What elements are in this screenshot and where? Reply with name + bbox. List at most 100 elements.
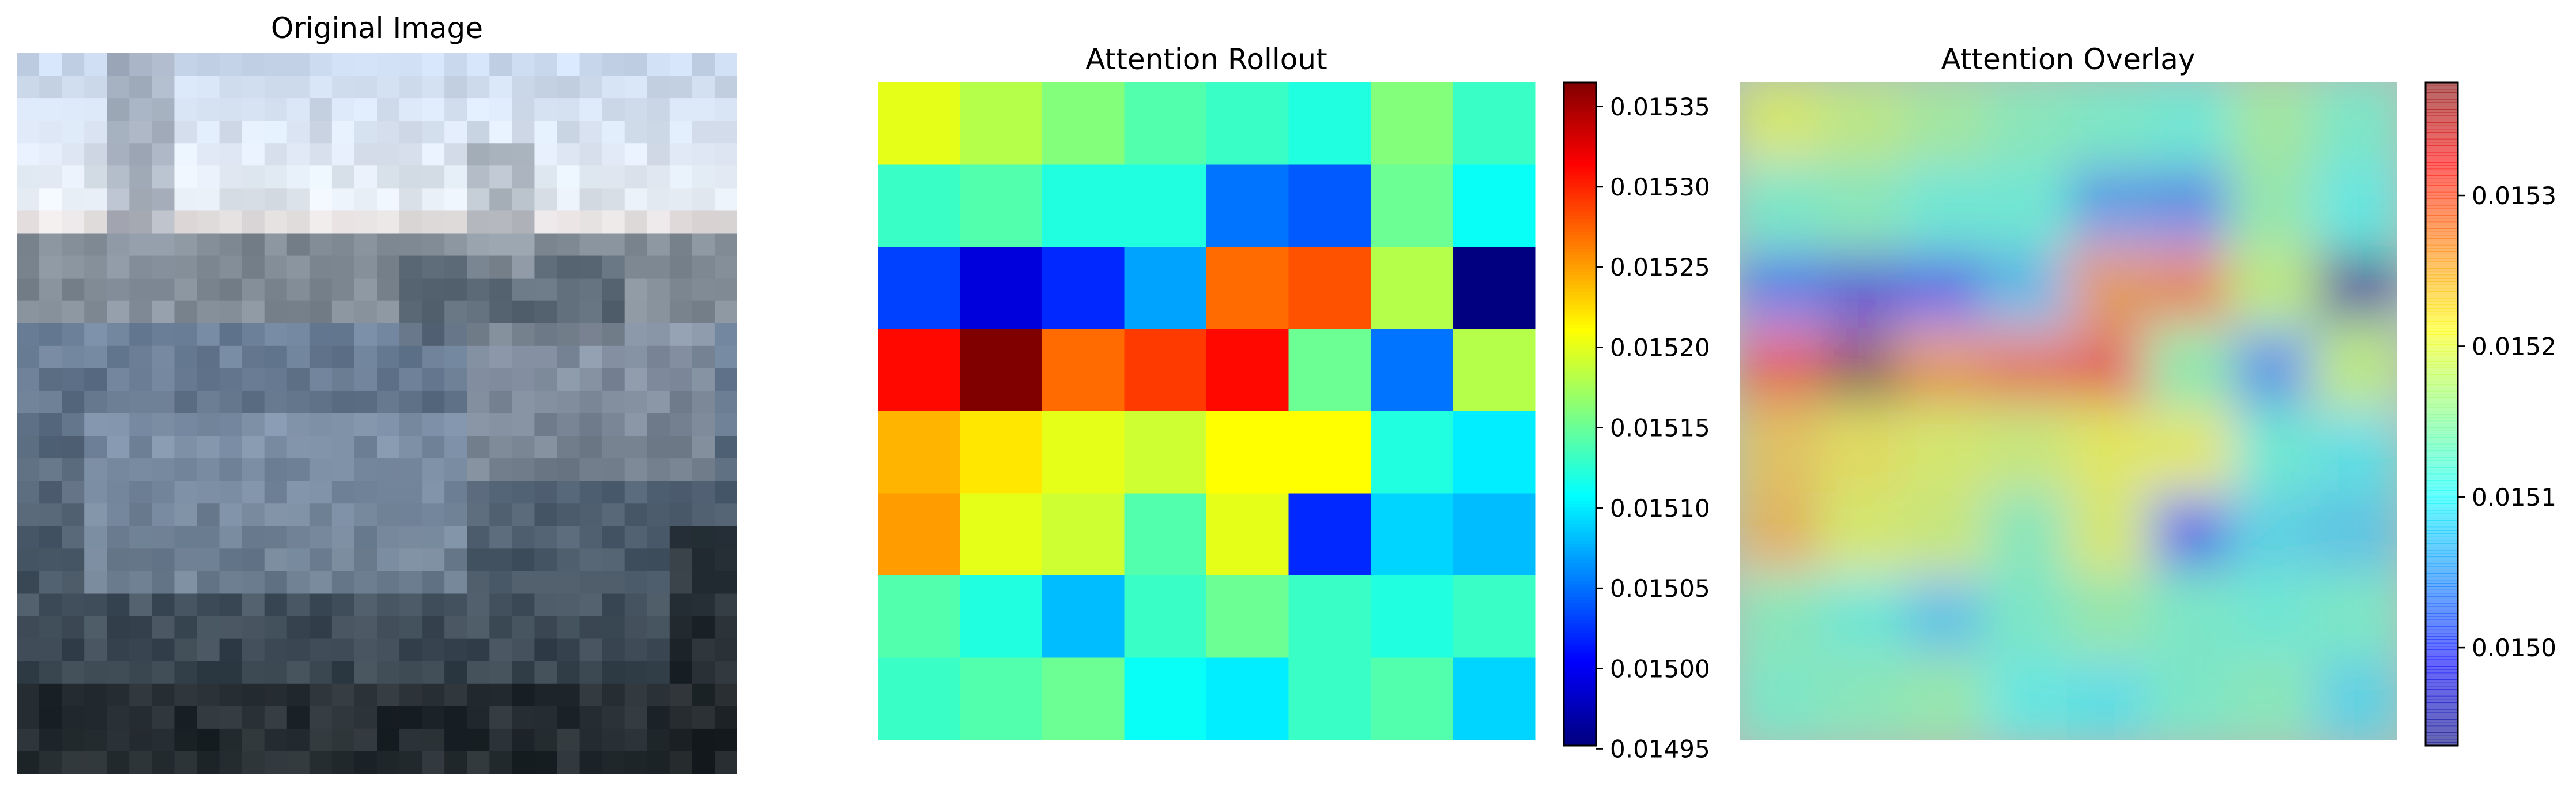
image-pixel xyxy=(399,751,423,774)
image-pixel xyxy=(309,98,333,121)
image-pixel xyxy=(129,526,152,549)
image-pixel xyxy=(557,278,580,302)
image-pixel xyxy=(534,390,558,414)
colorbar-segment xyxy=(1564,404,1596,408)
image-pixel xyxy=(152,571,175,595)
image-pixel xyxy=(557,323,580,347)
image-pixel xyxy=(714,390,737,414)
image-pixel xyxy=(174,638,198,662)
image-pixel xyxy=(624,503,648,526)
heatmap-cell xyxy=(878,575,960,658)
colorbar-segment xyxy=(1564,712,1596,717)
image-pixel xyxy=(444,188,467,212)
image-pixel xyxy=(422,300,445,324)
overlay-cell xyxy=(2231,656,2316,740)
image-pixel xyxy=(107,165,130,189)
colorbar-segment xyxy=(1564,268,1596,272)
image-pixel xyxy=(219,368,243,392)
colorbar-segment xyxy=(1564,125,1596,130)
colorbar-segment xyxy=(2426,255,2458,259)
image-pixel xyxy=(512,683,535,707)
colorbar-segment xyxy=(1564,364,1596,368)
image-pixel xyxy=(669,526,693,549)
image-pixel xyxy=(219,165,243,189)
image-pixel xyxy=(669,76,693,99)
colorbar-segment xyxy=(2426,580,2458,584)
overlay-cell xyxy=(1820,656,1905,740)
image-pixel xyxy=(422,278,445,302)
image-pixel xyxy=(422,210,445,234)
image-pixel xyxy=(422,751,445,774)
image-pixel xyxy=(174,481,198,504)
image-pixel xyxy=(714,571,737,595)
image-pixel xyxy=(197,751,220,774)
colorbar-segment xyxy=(2426,92,2458,96)
image-pixel xyxy=(647,481,670,504)
image-pixel xyxy=(286,638,310,662)
image-pixel xyxy=(692,323,715,347)
image-pixel xyxy=(39,503,62,526)
image-pixel xyxy=(602,616,625,639)
image-pixel xyxy=(107,323,130,347)
image-pixel xyxy=(331,548,355,572)
image-pixel xyxy=(714,188,737,212)
image-pixel xyxy=(174,210,198,234)
overlay-cell xyxy=(2149,492,2234,577)
image-pixel xyxy=(534,345,558,369)
image-pixel xyxy=(107,210,130,234)
image-pixel xyxy=(264,345,288,369)
image-pixel xyxy=(669,436,693,459)
colorbar-tick-label: 0.01535 xyxy=(1610,93,1710,121)
image-pixel xyxy=(219,188,243,212)
image-pixel xyxy=(422,706,445,729)
image-pixel xyxy=(331,661,355,684)
colorbar-segment xyxy=(2426,739,2458,743)
image-pixel xyxy=(647,255,670,279)
heatmap-cell xyxy=(878,82,960,165)
image-pixel xyxy=(242,210,265,234)
image-pixel xyxy=(714,638,737,662)
image-pixel xyxy=(354,706,378,729)
colorbar-segment xyxy=(2426,719,2458,723)
image-pixel xyxy=(331,188,355,212)
image-pixel xyxy=(602,121,625,144)
image-pixel xyxy=(647,638,670,662)
image-pixel xyxy=(714,526,737,549)
colorbar-segment xyxy=(1564,457,1596,461)
colorbar-segment xyxy=(2426,129,2458,133)
image-pixel xyxy=(399,436,423,459)
image-pixel xyxy=(669,210,693,234)
heatmap-cell xyxy=(1042,164,1125,247)
image-pixel xyxy=(331,143,355,166)
image-pixel xyxy=(309,188,333,212)
colorbar-segment xyxy=(1564,739,1596,743)
colorbar-segment xyxy=(2426,278,2458,282)
image-pixel xyxy=(62,526,85,549)
heatmap-cell xyxy=(1288,82,1371,165)
colorbar-segment xyxy=(1564,155,1596,160)
image-pixel xyxy=(467,233,490,257)
image-pixel xyxy=(467,481,490,504)
colorbar-segment xyxy=(1564,725,1596,730)
image-pixel xyxy=(422,436,445,459)
image-pixel xyxy=(714,255,737,279)
image-pixel xyxy=(62,706,85,729)
colorbar-segment xyxy=(2426,725,2458,730)
image-pixel xyxy=(692,728,715,752)
image-pixel xyxy=(692,278,715,302)
image-pixel xyxy=(17,188,40,212)
colorbar-segment xyxy=(1564,284,1596,289)
colorbar-segment xyxy=(2426,639,2458,644)
colorbar-segment xyxy=(2426,334,2458,338)
image-pixel xyxy=(714,121,737,144)
heatmap-cell xyxy=(1206,493,1289,576)
heatmap-cell xyxy=(1371,164,1453,247)
image-pixel xyxy=(579,593,603,617)
image-pixel xyxy=(174,368,198,392)
image-pixel xyxy=(331,233,355,257)
image-pixel xyxy=(152,233,175,257)
image-pixel xyxy=(84,165,107,189)
overlay-cell xyxy=(2149,82,2234,166)
image-pixel xyxy=(107,53,130,76)
image-pixel xyxy=(534,683,558,707)
